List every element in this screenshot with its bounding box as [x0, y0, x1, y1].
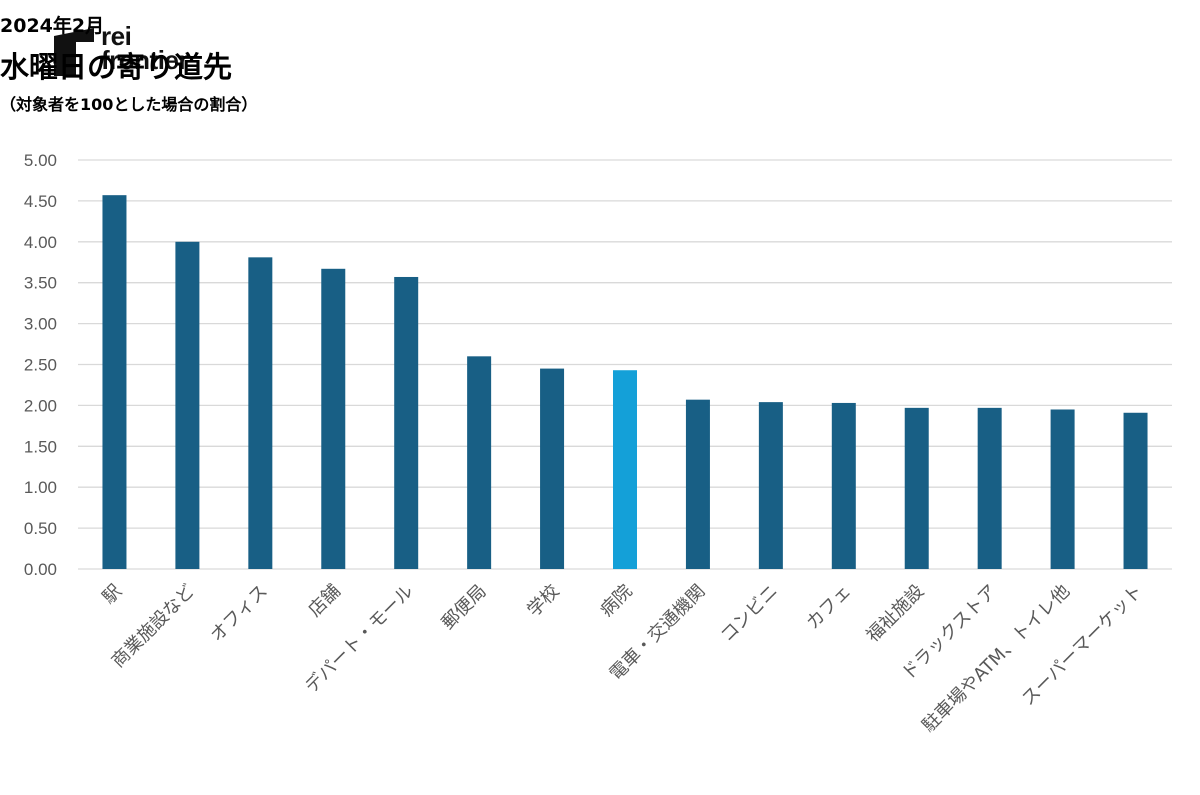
bar-7 — [540, 368, 565, 569]
category-label: カフェ — [802, 581, 855, 634]
brand-mark-icon — [54, 28, 94, 76]
bar-13 — [977, 407, 1002, 569]
category-label: オフィス — [206, 581, 272, 647]
y-tick-label: 2.50 — [24, 356, 57, 375]
bar-11 — [831, 402, 856, 569]
chart-title: 水曜日の寄り道先 — [0, 50, 233, 84]
category-label: 郵便局 — [438, 581, 491, 634]
chart-subtitle: （対象者を100とした場合の割合） — [0, 95, 258, 114]
bar-5 — [394, 276, 419, 569]
y-tick-label: 4.50 — [24, 192, 57, 211]
brand-wordmark: rei frontier — [101, 21, 189, 75]
y-tick-label: 1.00 — [24, 478, 57, 497]
brand-line2: frontier — [101, 45, 189, 75]
bar-14 — [1050, 409, 1075, 569]
category-label: コンビニ — [717, 581, 783, 647]
category-label: 駅 — [98, 581, 126, 609]
bar-3 — [248, 257, 273, 569]
bar-2 — [175, 241, 200, 570]
y-tick-label: 1.50 — [24, 437, 57, 456]
bar-8 — [613, 370, 637, 569]
category-label: 学校 — [523, 581, 563, 621]
y-tick-label: 2.00 — [24, 396, 57, 415]
y-tick-label: 3.00 — [24, 315, 57, 334]
y-tick-label: 0.00 — [24, 560, 57, 579]
bar-9 — [685, 399, 710, 569]
category-label: 駐車場やATM、トイレ他 — [918, 581, 1074, 737]
y-tick-label: 4.00 — [24, 233, 57, 252]
bar-15 — [1123, 412, 1148, 569]
bar-10 — [758, 402, 783, 569]
y-tick-label: 0.50 — [24, 519, 57, 538]
category-label: 病院 — [596, 581, 636, 621]
category-label: 店舗 — [304, 581, 344, 621]
category-label: 福祉施設 — [863, 581, 929, 647]
bar-1 — [102, 195, 127, 569]
brand-line1: rei — [101, 21, 132, 51]
y-tick-label: 5.00 — [24, 151, 57, 170]
category-label: スーパーマーケット — [1018, 581, 1147, 710]
bar-6 — [467, 356, 492, 569]
y-tick-label: 3.50 — [24, 274, 57, 293]
brand-logo: rei frontier — [54, 21, 224, 80]
chart-date: 2024年2月 — [0, 15, 105, 37]
bar-12 — [904, 407, 929, 569]
bar-4 — [321, 268, 346, 569]
